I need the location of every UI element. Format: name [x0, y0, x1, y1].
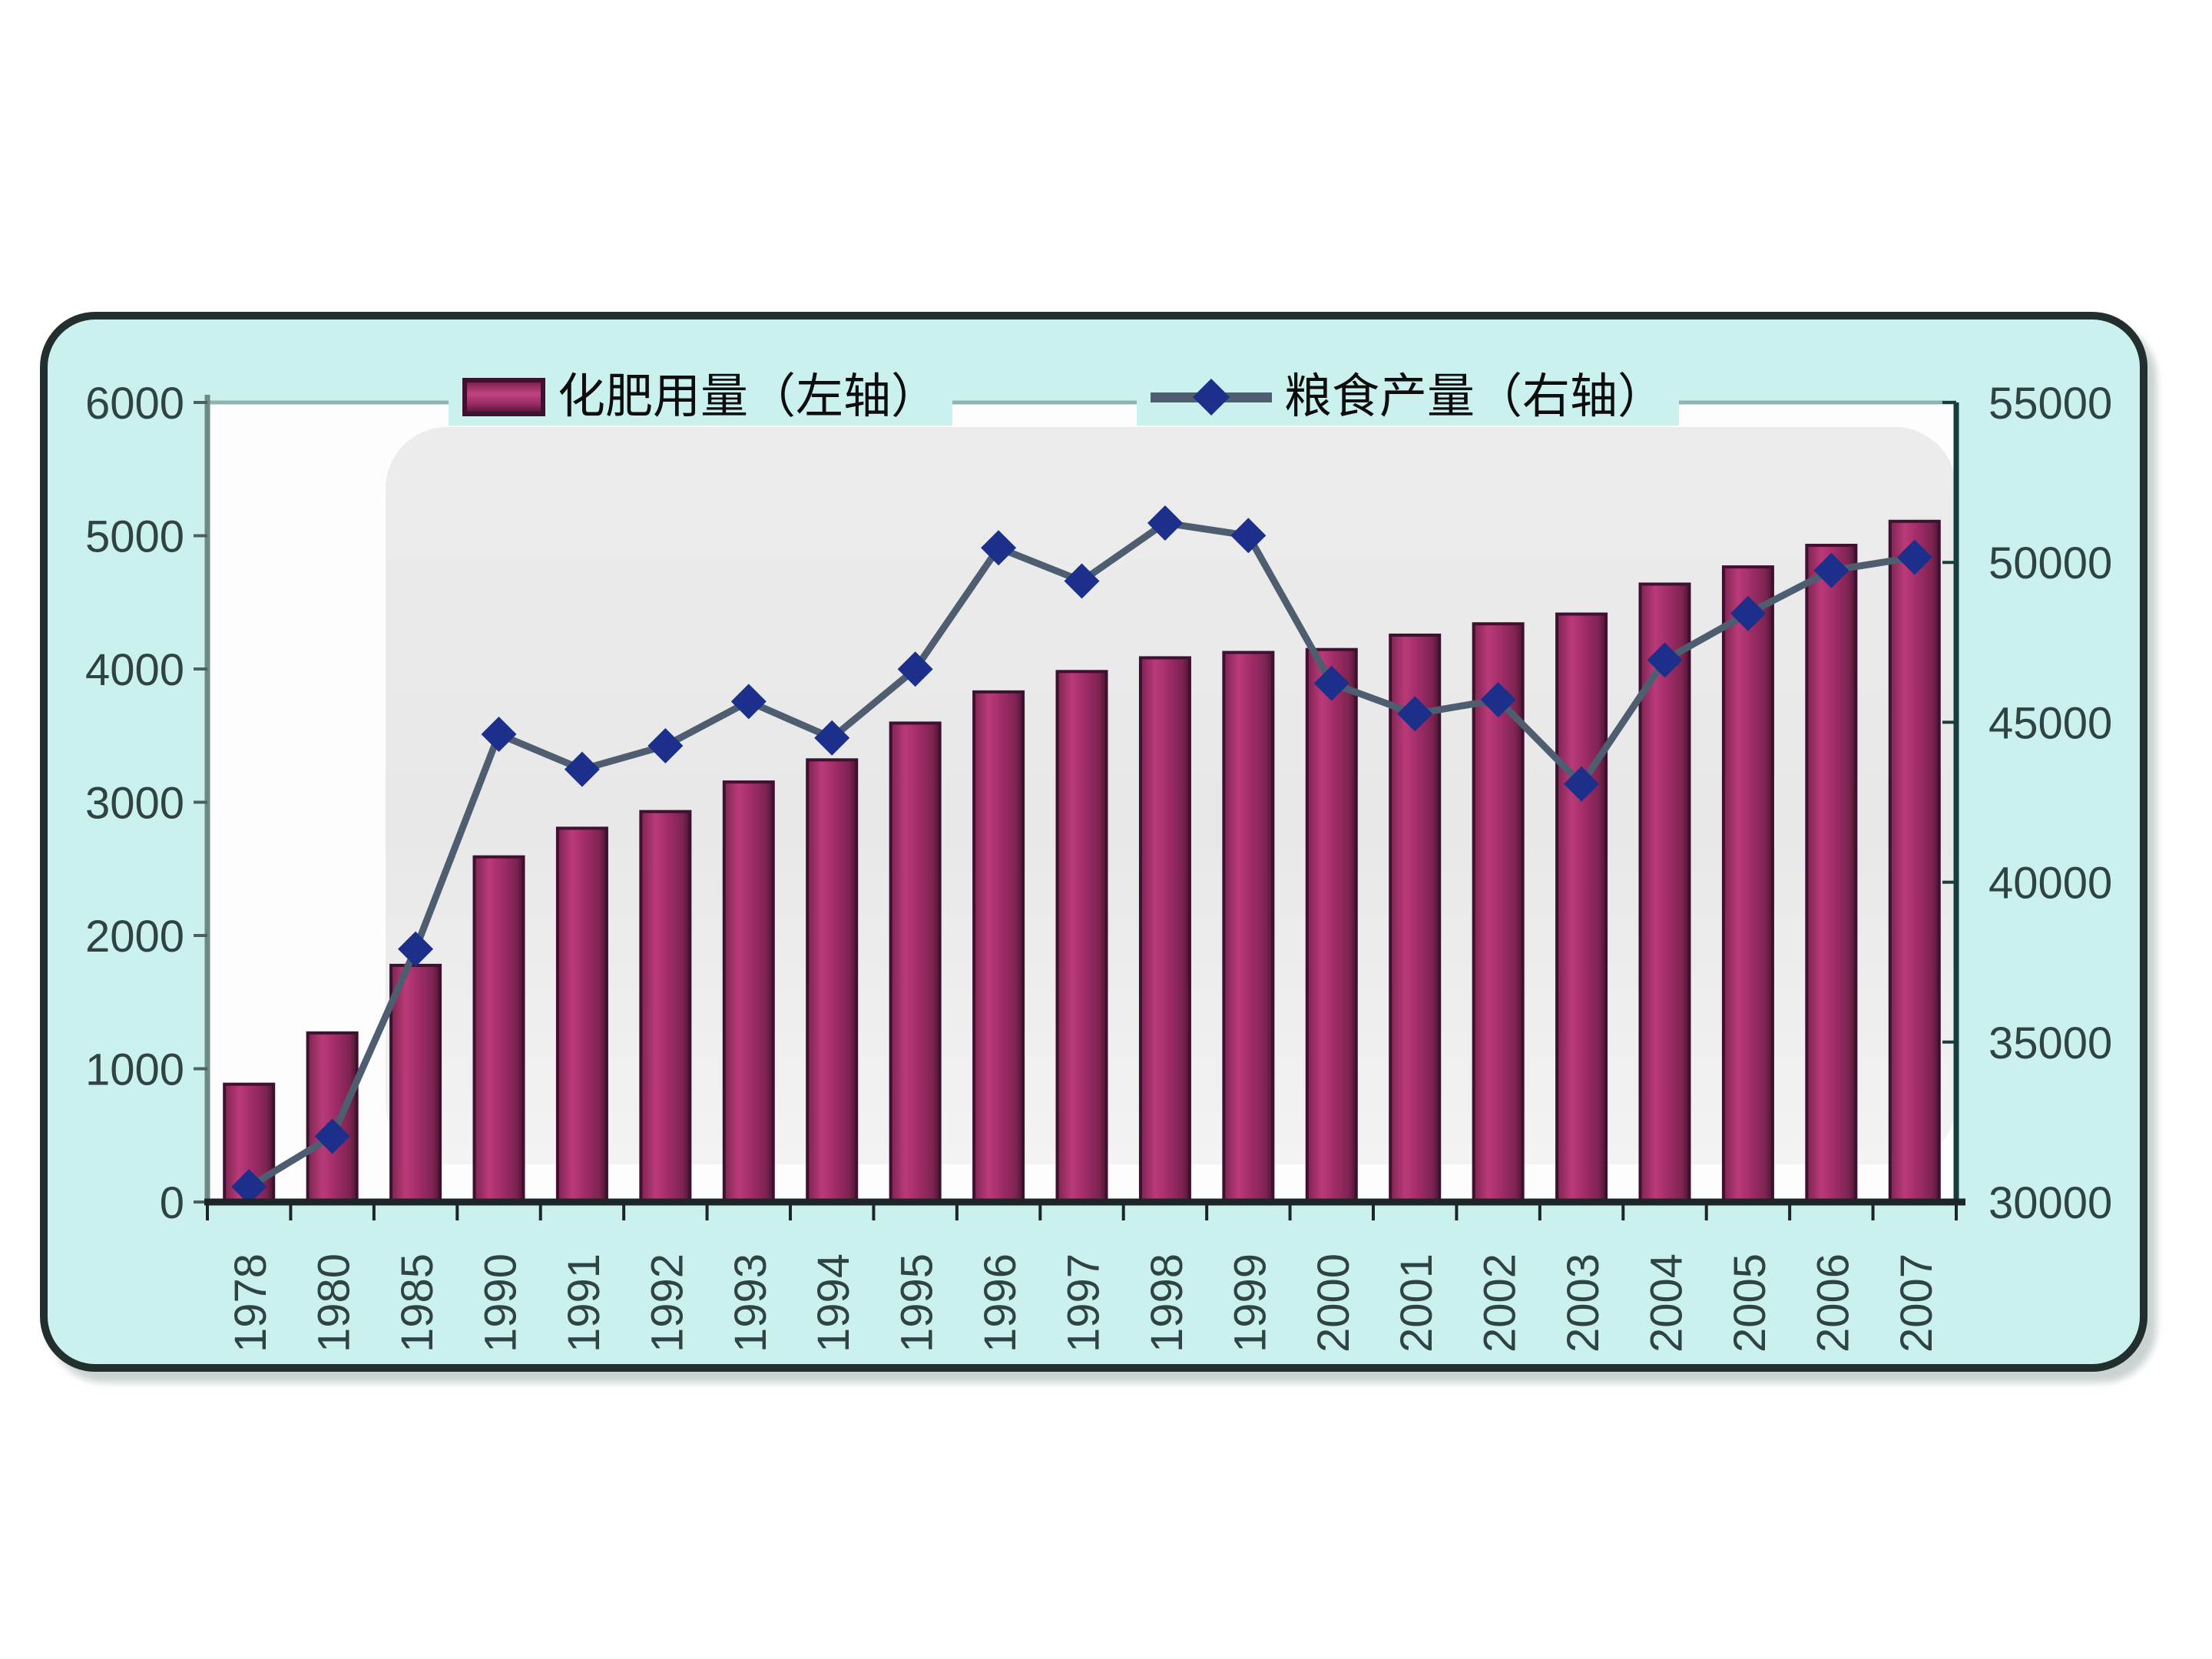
marker-2007	[1896, 539, 1932, 575]
right-axis-tick-label: 35000	[1988, 1018, 2112, 1068]
marker-2000	[1313, 665, 1349, 701]
marker-1997	[1064, 563, 1100, 599]
x-axis-label-1992: 1992	[642, 1253, 692, 1353]
marker-2004	[1647, 642, 1683, 678]
bar-1992	[639, 810, 692, 1204]
left-axis-tick-label: 6000	[85, 379, 184, 429]
bar-2005	[1721, 565, 1774, 1204]
left-axis-tick-label: 1000	[85, 1045, 184, 1095]
x-axis-label-1995: 1995	[892, 1253, 942, 1353]
x-axis-label-2006: 2006	[1808, 1253, 1858, 1353]
left-axis-tick-label: 2000	[85, 912, 184, 962]
x-axis-label-1998: 1998	[1142, 1253, 1192, 1353]
x-axis-label-2000: 2000	[1309, 1253, 1359, 1353]
right-axis-tick-label: 55000	[1988, 379, 2112, 429]
left-axis-tick-label: 3000	[85, 779, 184, 829]
legend-diamond-marker-icon	[1192, 378, 1230, 416]
marker-1996	[981, 530, 1017, 566]
right-axis-tick-label: 30000	[1988, 1178, 2112, 1228]
x-axis-label-1985: 1985	[392, 1253, 442, 1353]
bar-1999	[1222, 651, 1275, 1204]
x-axis-label-1990: 1990	[476, 1253, 526, 1353]
x-axis-label-2007: 2007	[1892, 1253, 1942, 1353]
bar-1980	[306, 1031, 359, 1204]
marker-1990	[481, 717, 517, 753]
right-axis-tick-label: 45000	[1988, 698, 2112, 748]
right-axis-tick-label: 40000	[1988, 859, 2112, 909]
legend-label-fertilizer: 化肥用量（左轴）	[558, 370, 939, 423]
bar-1995	[889, 721, 942, 1204]
marker-2001	[1397, 696, 1433, 732]
marker-1992	[647, 727, 684, 763]
marker-1999	[1230, 518, 1267, 554]
x-axis-label-2002: 2002	[1475, 1253, 1525, 1353]
bar-1985	[389, 963, 442, 1204]
marker-2002	[1480, 682, 1516, 718]
marker-1994	[814, 720, 850, 756]
marker-1985	[398, 931, 434, 967]
legend-item-grain: 粮食产量（右轴）	[1137, 369, 1680, 426]
marker-1978	[231, 1169, 267, 1205]
x-axis-label-1991: 1991	[559, 1253, 609, 1353]
bar-2000	[1305, 647, 1358, 1204]
x-axis-label-1993: 1993	[726, 1253, 776, 1353]
bar-1991	[555, 826, 608, 1204]
x-axis-label-2001: 2001	[1392, 1253, 1442, 1353]
legend-item-fertilizer: 化肥用量（左轴）	[449, 369, 953, 426]
right-axis-tick-label: 50000	[1988, 538, 2112, 588]
marker-1980	[314, 1118, 350, 1154]
bar-1993	[722, 780, 775, 1204]
x-axis-label-1980: 1980	[310, 1253, 359, 1353]
left-axis-tick-label: 4000	[85, 645, 184, 695]
x-axis-label-1994: 1994	[809, 1253, 859, 1353]
left-axis-tick-label: 5000	[85, 512, 184, 562]
chart-plot-area: 6000 5000 4000 3000 2000 1000 0 55000 50000 45000…	[85, 379, 2112, 1353]
x-axis-label-1997: 1997	[1059, 1253, 1109, 1353]
marker-1998	[1147, 505, 1183, 541]
legend-bar-swatch-icon	[462, 378, 545, 416]
marker-2005	[1730, 595, 1766, 631]
bar-2003	[1555, 612, 1608, 1204]
bar-2006	[1805, 543, 1858, 1204]
x-axis-label-2004: 2004	[1642, 1253, 1692, 1353]
marker-2003	[1564, 766, 1600, 802]
x-axis-label-1978: 1978	[226, 1253, 276, 1353]
x-axis-label-1999: 1999	[1225, 1253, 1275, 1353]
legend-line-swatch-icon	[1151, 378, 1272, 416]
x-axis-label-2003: 2003	[1558, 1253, 1608, 1353]
marker-1993	[730, 684, 767, 720]
legend-label-grain: 粮食产量（右轴）	[1284, 370, 1666, 423]
marker-1991	[564, 751, 600, 787]
left-axis-tick-label: 0	[160, 1178, 184, 1228]
x-axis-label-1996: 1996	[975, 1253, 1025, 1353]
x-axis-label-2005: 2005	[1725, 1253, 1775, 1353]
bar-1997	[1055, 670, 1108, 1204]
bar-2007	[1888, 519, 1941, 1204]
bar-1998	[1138, 656, 1191, 1204]
marker-1995	[897, 651, 933, 687]
bar-1990	[472, 855, 525, 1204]
chart-container: 6000 5000 4000 3000 2000 1000 0 55000 50000 45000…	[40, 312, 2147, 1372]
bar-1994	[806, 758, 859, 1204]
bar-1996	[972, 690, 1025, 1204]
marker-2006	[1813, 552, 1849, 588]
